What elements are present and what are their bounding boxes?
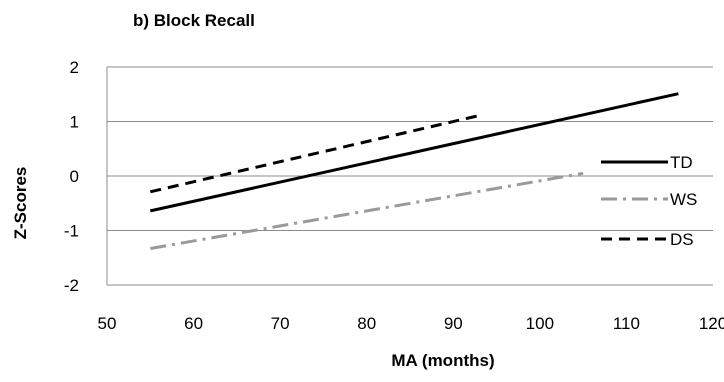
series-line-ws xyxy=(150,171,584,250)
series-lines xyxy=(149,92,679,250)
series-line-td xyxy=(149,92,679,213)
x-tick-label: 60 xyxy=(184,314,203,333)
x-tick-label: 80 xyxy=(357,314,376,333)
x-tick-label: 110 xyxy=(613,314,640,333)
legend-label-td: TD xyxy=(670,153,693,172)
legend: TD WS DS xyxy=(601,153,697,249)
y-tick-labels: -2 -1 0 1 2 xyxy=(64,58,79,295)
legend-label-ws: WS xyxy=(670,190,697,209)
series-line-ds xyxy=(149,114,480,194)
y-tick-label: -2 xyxy=(64,276,79,295)
x-tick-label: 120 xyxy=(699,314,724,333)
x-tick-label: 100 xyxy=(526,314,554,333)
x-tick-label: 90 xyxy=(444,314,463,333)
x-tick-labels: 50 60 70 80 90 100 110 120 xyxy=(98,314,724,333)
legend-label-ds: DS xyxy=(670,230,694,249)
y-axis-label: Z-Scores xyxy=(11,167,30,240)
x-axis-label: MA (months) xyxy=(391,351,494,370)
y-tick-label: 2 xyxy=(70,58,79,77)
y-tick-label: 1 xyxy=(70,113,79,132)
gridlines xyxy=(106,66,713,286)
y-tick-label: -1 xyxy=(64,222,79,241)
x-tick-label: 50 xyxy=(98,314,117,333)
chart-title: b) Block Recall xyxy=(133,11,255,30)
x-tick-label: 70 xyxy=(271,314,290,333)
y-tick-label: 0 xyxy=(70,167,79,186)
